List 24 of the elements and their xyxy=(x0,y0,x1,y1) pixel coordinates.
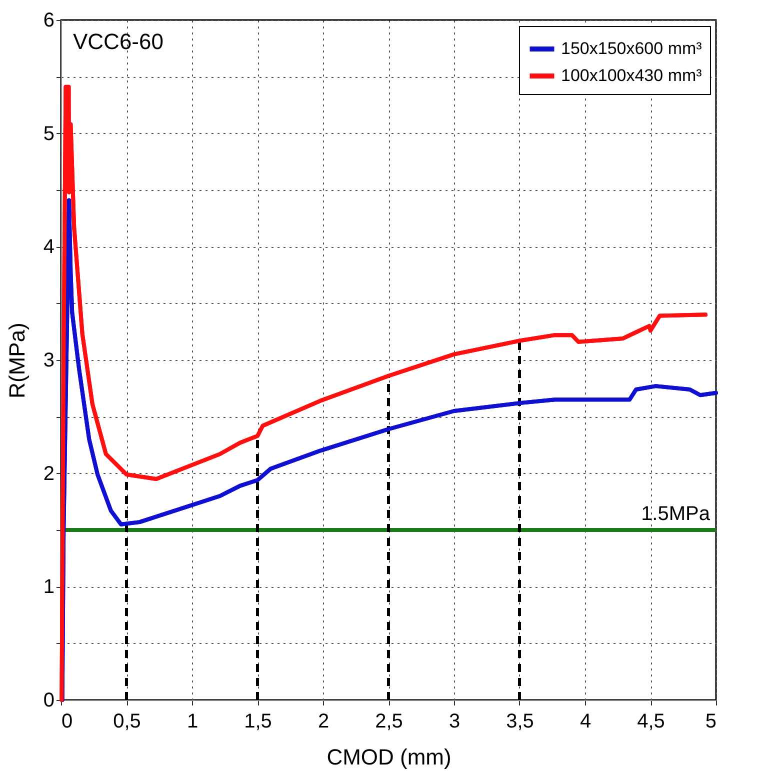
y-tick-label: 1 xyxy=(43,576,54,598)
x-tick-label: 4 xyxy=(580,710,592,732)
x-tick-label: 4,5 xyxy=(637,710,665,732)
annotation: VCC6-60 xyxy=(73,29,164,54)
x-tick-label: 1 xyxy=(186,710,198,732)
y-axis-title: R(MPa) xyxy=(4,322,30,398)
y-tick-label: 3 xyxy=(43,350,54,372)
x-axis-title: CMOD (mm) xyxy=(326,744,452,770)
x-tick-label: 3 xyxy=(448,710,460,732)
legend-label: 100x100x430 mm³ xyxy=(561,66,702,85)
y-tick-label: 5 xyxy=(43,122,54,145)
x-tick-label: 2,5 xyxy=(375,710,403,732)
x-tick-label: 0 xyxy=(62,710,73,732)
legend-label: 150x150x600 mm³ xyxy=(561,39,702,58)
y-tick-label: 0 xyxy=(43,690,54,712)
y-tick-label: 2 xyxy=(43,462,54,485)
ref-line-label: 1.5MPa xyxy=(641,503,711,525)
y-tick-label: 4 xyxy=(43,236,54,258)
x-tick-label: 2 xyxy=(318,710,330,732)
x-tick-label: 0,5 xyxy=(113,710,141,732)
x-tick-label: 1,5 xyxy=(244,710,272,732)
x-tick-label: 3,5 xyxy=(506,710,534,732)
x-tick-label: 5 xyxy=(705,710,716,732)
y-tick-label: 6 xyxy=(43,10,54,32)
